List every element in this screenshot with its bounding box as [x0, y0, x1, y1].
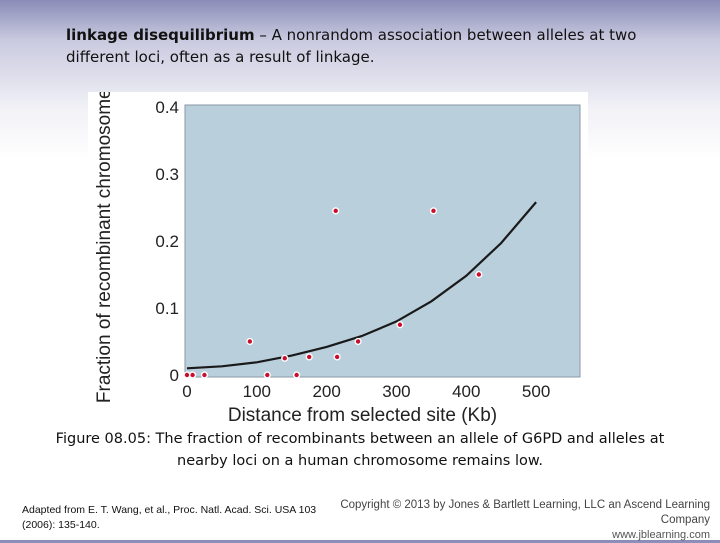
copyright-line: Copyright © 2013 by Jones & Bartlett Lea… — [340, 499, 710, 526]
x-tick-label: 100 — [243, 382, 271, 401]
figure: 0 0.1 0.2 0.3 0.4 0 100 200 300 400 500 Fraction … — [88, 79, 588, 432]
copyright-notice: Copyright © 2013 by Jones & Bartlett Lea… — [314, 498, 710, 543]
x-tick-label: 0 — [182, 382, 191, 401]
y-axis-label: Fraction of recombinant chromosomes — [94, 92, 115, 403]
x-tick-label: 300 — [382, 382, 410, 401]
data-point — [476, 272, 482, 277]
data-point — [202, 372, 207, 378]
data-point — [282, 356, 287, 361]
data-point — [294, 372, 299, 378]
x-tick-labels: 0 100 200 300 400 500 — [182, 382, 550, 401]
definition-term: linkage disequilibrium — [66, 26, 255, 44]
x-tick-label: 500 — [522, 382, 550, 401]
x-tick-label: 400 — [452, 382, 480, 401]
data-point — [184, 372, 190, 378]
trend-curve — [186, 201, 537, 370]
source-citation: Adapted from E. T. Wang, et al., Proc. N… — [22, 504, 317, 531]
definition-text: linkage disequilibrium – A nonrandom ass… — [66, 24, 646, 68]
definition-body: – A nonrandom association between allele… — [66, 26, 637, 66]
data-point — [306, 354, 312, 360]
y-tick-label: 0 — [170, 366, 179, 385]
data-point — [333, 208, 338, 214]
data-point — [334, 354, 340, 360]
y-tick-label: 0.1 — [155, 299, 179, 318]
recombination-chart: 0 0.1 0.2 0.3 0.4 0 100 200 300 400 500 Fraction … — [88, 79, 588, 432]
plot-area — [184, 104, 581, 378]
data-point — [265, 372, 270, 378]
data-point — [355, 339, 361, 344]
data-point — [431, 208, 436, 214]
data-points — [183, 207, 483, 379]
publisher-website: www.jblearning.com — [612, 529, 710, 541]
data-point — [247, 339, 253, 344]
y-tick-label: 0.2 — [155, 232, 179, 251]
figure-caption: Figure 08.05: The fraction of recombinan… — [55, 431, 665, 469]
x-tick-label: 200 — [312, 382, 340, 401]
data-point — [397, 322, 403, 327]
y-tick-label: 0.3 — [155, 165, 179, 184]
data-point — [190, 372, 195, 378]
x-axis-label: Distance from selected site (Kb) — [228, 405, 497, 426]
y-tick-label: 0.4 — [155, 98, 179, 117]
y-tick-labels: 0 0.1 0.2 0.3 0.4 — [155, 98, 179, 385]
